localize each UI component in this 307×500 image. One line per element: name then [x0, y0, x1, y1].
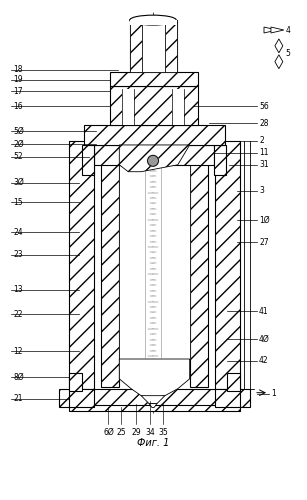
- Text: 16: 16: [13, 102, 23, 111]
- Bar: [216, 141, 240, 390]
- Bar: [122, 90, 134, 125]
- Text: 4: 4: [286, 26, 291, 35]
- Polygon shape: [264, 27, 277, 33]
- Text: 29: 29: [131, 428, 141, 437]
- Polygon shape: [119, 359, 190, 398]
- Text: 6Ø: 6Ø: [103, 428, 114, 437]
- Text: 25: 25: [116, 428, 126, 437]
- Text: 41: 41: [259, 307, 269, 316]
- Bar: [69, 373, 82, 390]
- Text: 52: 52: [13, 152, 23, 162]
- Bar: [130, 20, 177, 25]
- Bar: [130, 20, 142, 72]
- Text: 13: 13: [13, 285, 23, 294]
- Polygon shape: [271, 27, 284, 33]
- Bar: [111, 86, 198, 125]
- Bar: [69, 388, 94, 406]
- Text: 56: 56: [259, 102, 269, 111]
- Text: 1Ø: 1Ø: [259, 216, 270, 225]
- Ellipse shape: [130, 15, 176, 25]
- Text: 11: 11: [259, 148, 269, 158]
- Text: 5Ø: 5Ø: [13, 126, 24, 136]
- Bar: [69, 141, 94, 390]
- Text: 24: 24: [13, 228, 23, 236]
- Bar: [227, 373, 240, 390]
- Text: 8Ø: 8Ø: [13, 372, 24, 382]
- Text: 18: 18: [13, 65, 23, 74]
- Text: 21: 21: [13, 394, 23, 403]
- Polygon shape: [149, 404, 157, 407]
- Text: 31: 31: [259, 160, 269, 170]
- Bar: [215, 145, 226, 174]
- Text: 15: 15: [13, 198, 23, 207]
- Text: Фиг. 1: Фиг. 1: [137, 438, 169, 448]
- Text: 23: 23: [13, 250, 23, 260]
- Text: 19: 19: [13, 75, 23, 84]
- Bar: [69, 404, 240, 410]
- Text: 42: 42: [259, 356, 269, 366]
- Circle shape: [148, 156, 158, 166]
- Text: 1: 1: [271, 389, 276, 398]
- Text: 5: 5: [286, 50, 291, 58]
- Text: 2: 2: [259, 136, 264, 145]
- Polygon shape: [275, 39, 283, 53]
- Text: 2Ø: 2Ø: [13, 140, 24, 148]
- Text: 28: 28: [259, 118, 269, 128]
- Bar: [111, 72, 198, 86]
- Bar: [165, 20, 177, 72]
- Text: 17: 17: [13, 87, 23, 96]
- Bar: [84, 125, 225, 145]
- Bar: [59, 388, 250, 406]
- Text: 3: 3: [259, 186, 264, 195]
- Polygon shape: [275, 55, 283, 68]
- Text: 27: 27: [259, 238, 269, 246]
- Polygon shape: [141, 396, 165, 404]
- Text: 12: 12: [13, 346, 23, 356]
- Bar: [130, 20, 177, 72]
- Bar: [190, 161, 208, 387]
- Bar: [216, 388, 240, 406]
- Text: 3Ø: 3Ø: [13, 178, 24, 187]
- Bar: [142, 20, 165, 72]
- Bar: [82, 145, 94, 174]
- Text: 4Ø: 4Ø: [259, 334, 270, 344]
- Bar: [119, 165, 190, 359]
- Polygon shape: [119, 145, 190, 172]
- Text: 35: 35: [158, 428, 168, 437]
- Text: 34: 34: [145, 428, 155, 437]
- Bar: [102, 161, 119, 387]
- Bar: [172, 90, 184, 125]
- Bar: [94, 145, 215, 165]
- Text: 22: 22: [13, 310, 23, 319]
